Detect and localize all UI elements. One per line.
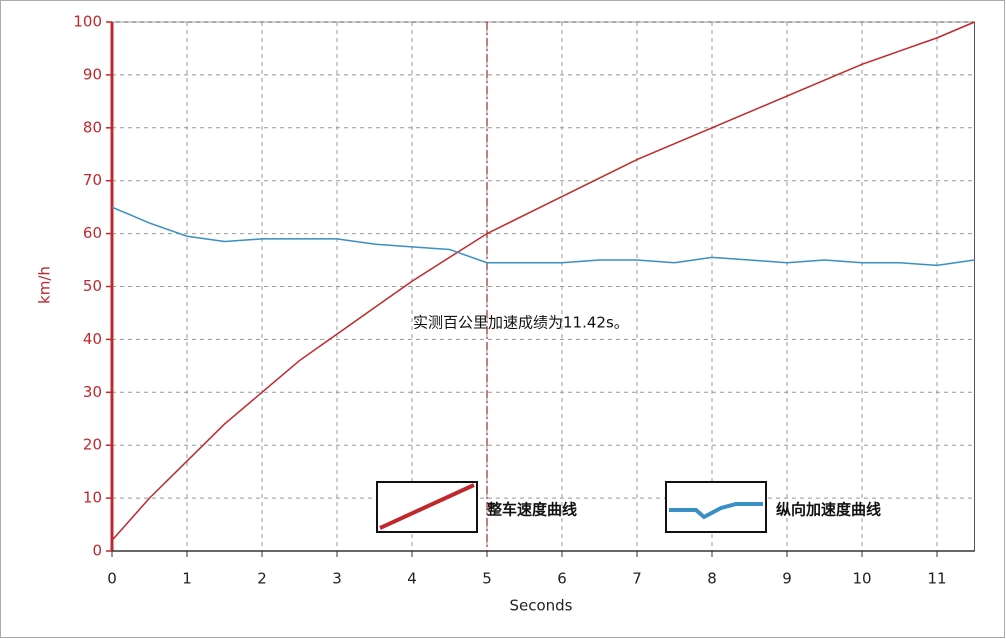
x-tick-label: 3 [332,570,342,588]
legend-swatch [379,483,475,530]
x-tick-label: 1 [182,570,192,588]
x-tick-label: 7 [632,570,642,588]
y-tick-label: 90 [83,65,102,83]
y-tick-label: 50 [83,277,102,295]
plot-area [111,21,975,552]
y-axis-label: km/h [36,266,54,304]
y-tick-label: 0 [92,542,102,560]
y-tick-label: 60 [83,224,102,242]
y-tick-label: 10 [83,489,102,507]
legend-label: 纵向加速度曲线 [776,501,881,519]
y-tick-label: 80 [83,118,102,136]
legend-label: 整车速度曲线 [487,501,577,519]
x-tick-label: 5 [482,570,492,588]
x-axis-label: Seconds [509,597,572,615]
x-tick-label: 2 [257,570,267,588]
y-tick-label: 70 [83,171,102,189]
x-tick-label: 4 [407,570,417,588]
series-line [111,206,975,267]
series-line [111,21,975,541]
legend-swatch [669,502,763,520]
x-tick-label: 6 [557,570,567,588]
annotation: 实测百公里加速成绩为11.42s。 [413,314,629,332]
x-tick-label: 10 [852,570,871,588]
y-tick-label: 30 [83,383,102,401]
x-tick-label: 8 [707,570,717,588]
x-tick-label: 11 [927,570,946,588]
y-tick-label: 100 [73,13,102,31]
y-tick-label: 20 [83,436,102,454]
x-tick-label: 0 [107,570,117,588]
x-tick-label: 9 [782,570,792,588]
y-tick-label: 40 [83,330,102,348]
legend-box [665,481,767,533]
